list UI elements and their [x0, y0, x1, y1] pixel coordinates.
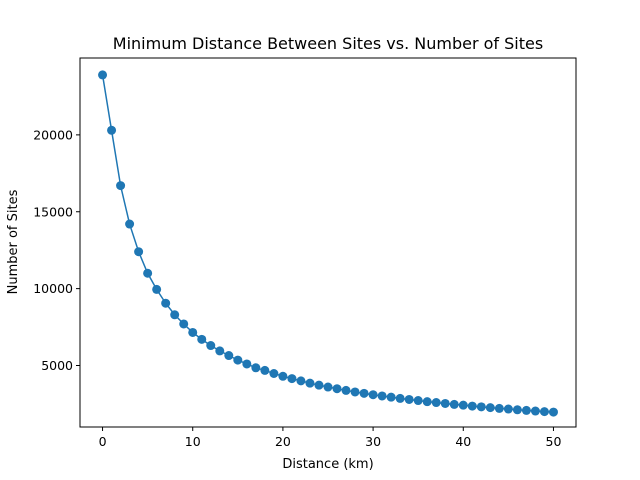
data-point — [161, 298, 171, 308]
data-point — [260, 365, 270, 375]
data-point — [521, 405, 531, 415]
data-point — [152, 284, 162, 294]
plot-frame — [79, 57, 577, 428]
y-axis-label: Number of Sites — [6, 189, 21, 294]
y-tick-label: 10000 — [33, 281, 73, 296]
data-point — [179, 319, 189, 329]
data-point — [404, 394, 414, 404]
data-point — [233, 355, 243, 365]
data-point — [107, 125, 117, 135]
data-point — [341, 385, 351, 395]
chart-title: Minimum Distance Between Sites vs. Numbe… — [113, 34, 543, 53]
data-point — [476, 402, 486, 412]
data-point — [539, 407, 549, 417]
data-point — [548, 407, 558, 417]
data-point — [386, 392, 396, 402]
data-point — [431, 398, 441, 408]
data-point — [188, 327, 198, 337]
data-point — [359, 388, 369, 398]
data-point — [377, 391, 387, 401]
data-point — [206, 341, 216, 351]
x-tick-label: 40 — [455, 434, 471, 449]
data-point — [530, 406, 540, 416]
data-point — [332, 384, 342, 394]
data-point — [224, 351, 234, 361]
series-line — [101, 74, 554, 413]
data-point — [116, 181, 126, 191]
data-point — [314, 380, 324, 390]
data-point — [323, 382, 333, 392]
data-point — [449, 399, 459, 409]
data-point — [170, 310, 180, 320]
data-point — [422, 397, 432, 407]
data-point — [98, 70, 108, 80]
data-point — [269, 368, 279, 378]
data-point — [242, 359, 252, 369]
y-tick-label: 15000 — [33, 204, 73, 219]
data-point — [350, 387, 360, 397]
data-point — [296, 376, 306, 386]
data-point — [215, 346, 225, 356]
data-point — [134, 247, 144, 257]
x-tick-label: 50 — [546, 434, 562, 449]
data-point — [278, 371, 288, 381]
data-point — [395, 393, 405, 403]
y-tick-label: 20000 — [33, 127, 73, 142]
data-point — [494, 403, 504, 413]
data-point — [368, 390, 378, 400]
data-point — [413, 396, 423, 406]
x-tick-label: 20 — [275, 434, 291, 449]
data-point — [305, 378, 315, 388]
y-tick-label: 5000 — [41, 358, 73, 373]
data-point — [458, 400, 468, 410]
data-point — [467, 401, 477, 411]
data-point — [485, 403, 495, 413]
data-point — [440, 398, 450, 408]
x-tick-label: 30 — [365, 434, 381, 449]
data-point — [125, 219, 135, 229]
data-point — [143, 268, 153, 278]
plot-area: 0 10 20 30 40 50 5000 10000 15000 20000 — [33, 57, 577, 449]
x-axis-label: Distance (km) — [282, 457, 373, 472]
x-tick-label: 0 — [99, 434, 107, 449]
data-point — [512, 405, 522, 415]
data-point — [251, 363, 261, 373]
data-point — [197, 334, 207, 344]
x-tick-label: 10 — [185, 434, 201, 449]
data-point — [503, 404, 513, 414]
data-point — [287, 374, 297, 384]
